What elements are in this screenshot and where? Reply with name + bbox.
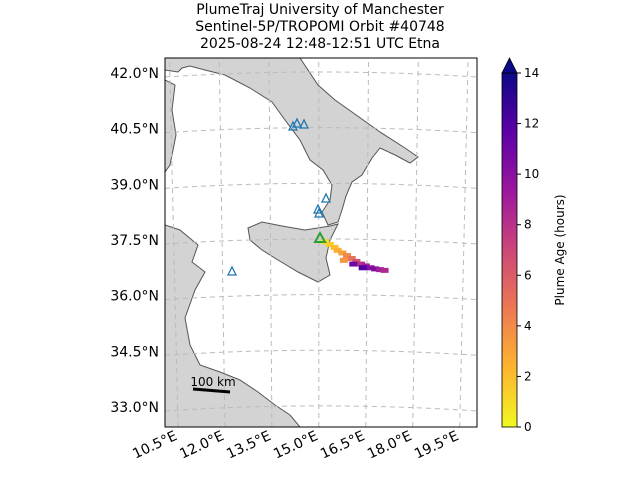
plume-cell [340, 258, 348, 263]
lon-tick-label: 13.5°E [224, 428, 273, 462]
lon-tick-label: 10.5°E [130, 428, 179, 462]
plume-cell [381, 268, 389, 273]
title-line: 2025-08-24 12:48-12:51 UTC Etna [200, 36, 440, 52]
lon-tick-label: 15.0°E [271, 428, 320, 462]
lon-tick-label: 16.5°E [318, 428, 367, 462]
colorbar-tick-label: 6 [524, 268, 532, 282]
lon-tick-label: 12.0°E [177, 428, 226, 462]
lat-tick-label: 37.5°N [110, 233, 159, 249]
scale-bar-label: 100 km [190, 375, 235, 389]
colorbar-tick-label: 10 [524, 167, 539, 181]
lat-tick-label: 40.5°N [110, 122, 159, 138]
colorbar-tick-label: 8 [524, 218, 532, 232]
colorbar-tick-label: 12 [524, 117, 539, 131]
colorbar-tick-label: 14 [524, 66, 539, 80]
plume-cell [359, 265, 367, 270]
plume-cell [349, 262, 357, 267]
lat-tick-label: 34.5°N [110, 344, 159, 360]
lat-tick-label: 42.0°N [110, 66, 159, 82]
lat-tick-label: 33.0°N [110, 400, 159, 416]
colorbar: 0 2 4 6 8 10 12 14 Plume Age (hours) [502, 58, 567, 434]
lat-tick-label: 36.0°N [110, 289, 159, 305]
title-line: Sentinel-5P/TROPOMI Orbit #40748 [195, 19, 444, 35]
colorbar-tick-label: 4 [524, 319, 532, 333]
title-line: PlumeTraj University of Manchester [196, 2, 444, 18]
lon-tick-label: 18.0°E [365, 428, 414, 462]
colorbar-body [502, 73, 517, 427]
colorbar-label: Plume Age (hours) [553, 194, 567, 305]
lat-tick-label: 39.0°N [110, 177, 159, 193]
lon-tick-label: 19.5°E [412, 428, 461, 462]
map-area: 100 km [165, 58, 477, 427]
colorbar-tick-label: 0 [524, 420, 532, 434]
colorbar-extend [502, 58, 517, 73]
colorbar-tick-label: 2 [524, 369, 532, 383]
